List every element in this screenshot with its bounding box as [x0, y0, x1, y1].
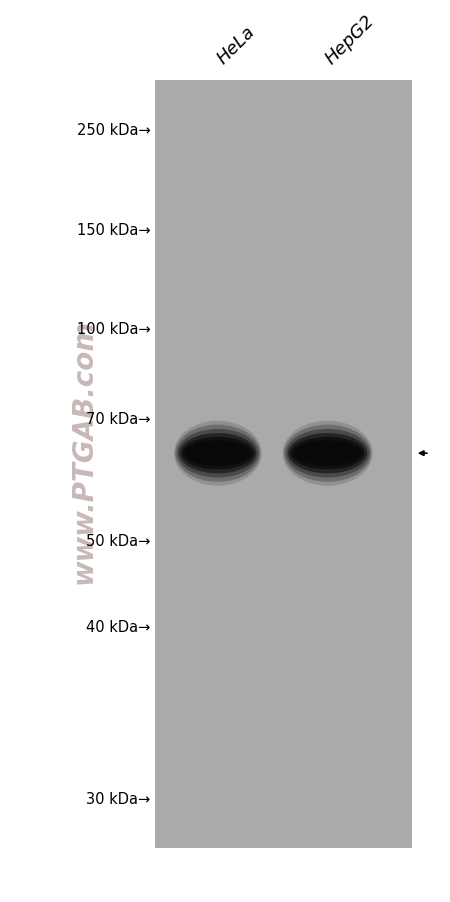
Ellipse shape — [286, 429, 369, 478]
Ellipse shape — [185, 441, 251, 466]
Ellipse shape — [305, 447, 350, 460]
Text: 150 kDa→: 150 kDa→ — [77, 223, 151, 237]
Ellipse shape — [298, 444, 357, 464]
Text: HepG2: HepG2 — [322, 12, 378, 68]
Ellipse shape — [189, 444, 246, 464]
Ellipse shape — [177, 429, 259, 478]
Ellipse shape — [294, 441, 361, 466]
FancyBboxPatch shape — [155, 81, 412, 848]
Text: 50 kDa→: 50 kDa→ — [86, 534, 151, 548]
Text: 30 kDa→: 30 kDa→ — [86, 791, 151, 805]
Ellipse shape — [182, 437, 254, 470]
Text: www.PTGAB.com: www.PTGAB.com — [69, 318, 97, 584]
Ellipse shape — [179, 434, 256, 474]
Ellipse shape — [288, 434, 367, 474]
Text: 70 kDa→: 70 kDa→ — [86, 412, 151, 427]
Ellipse shape — [174, 421, 261, 486]
Ellipse shape — [283, 421, 373, 486]
Ellipse shape — [291, 437, 364, 470]
Text: HeLa: HeLa — [214, 23, 259, 68]
Ellipse shape — [175, 425, 261, 483]
Text: 250 kDa→: 250 kDa→ — [77, 124, 151, 138]
Ellipse shape — [196, 447, 240, 460]
Ellipse shape — [284, 425, 371, 483]
Text: 100 kDa→: 100 kDa→ — [77, 322, 151, 336]
Text: 40 kDa→: 40 kDa→ — [86, 620, 151, 634]
